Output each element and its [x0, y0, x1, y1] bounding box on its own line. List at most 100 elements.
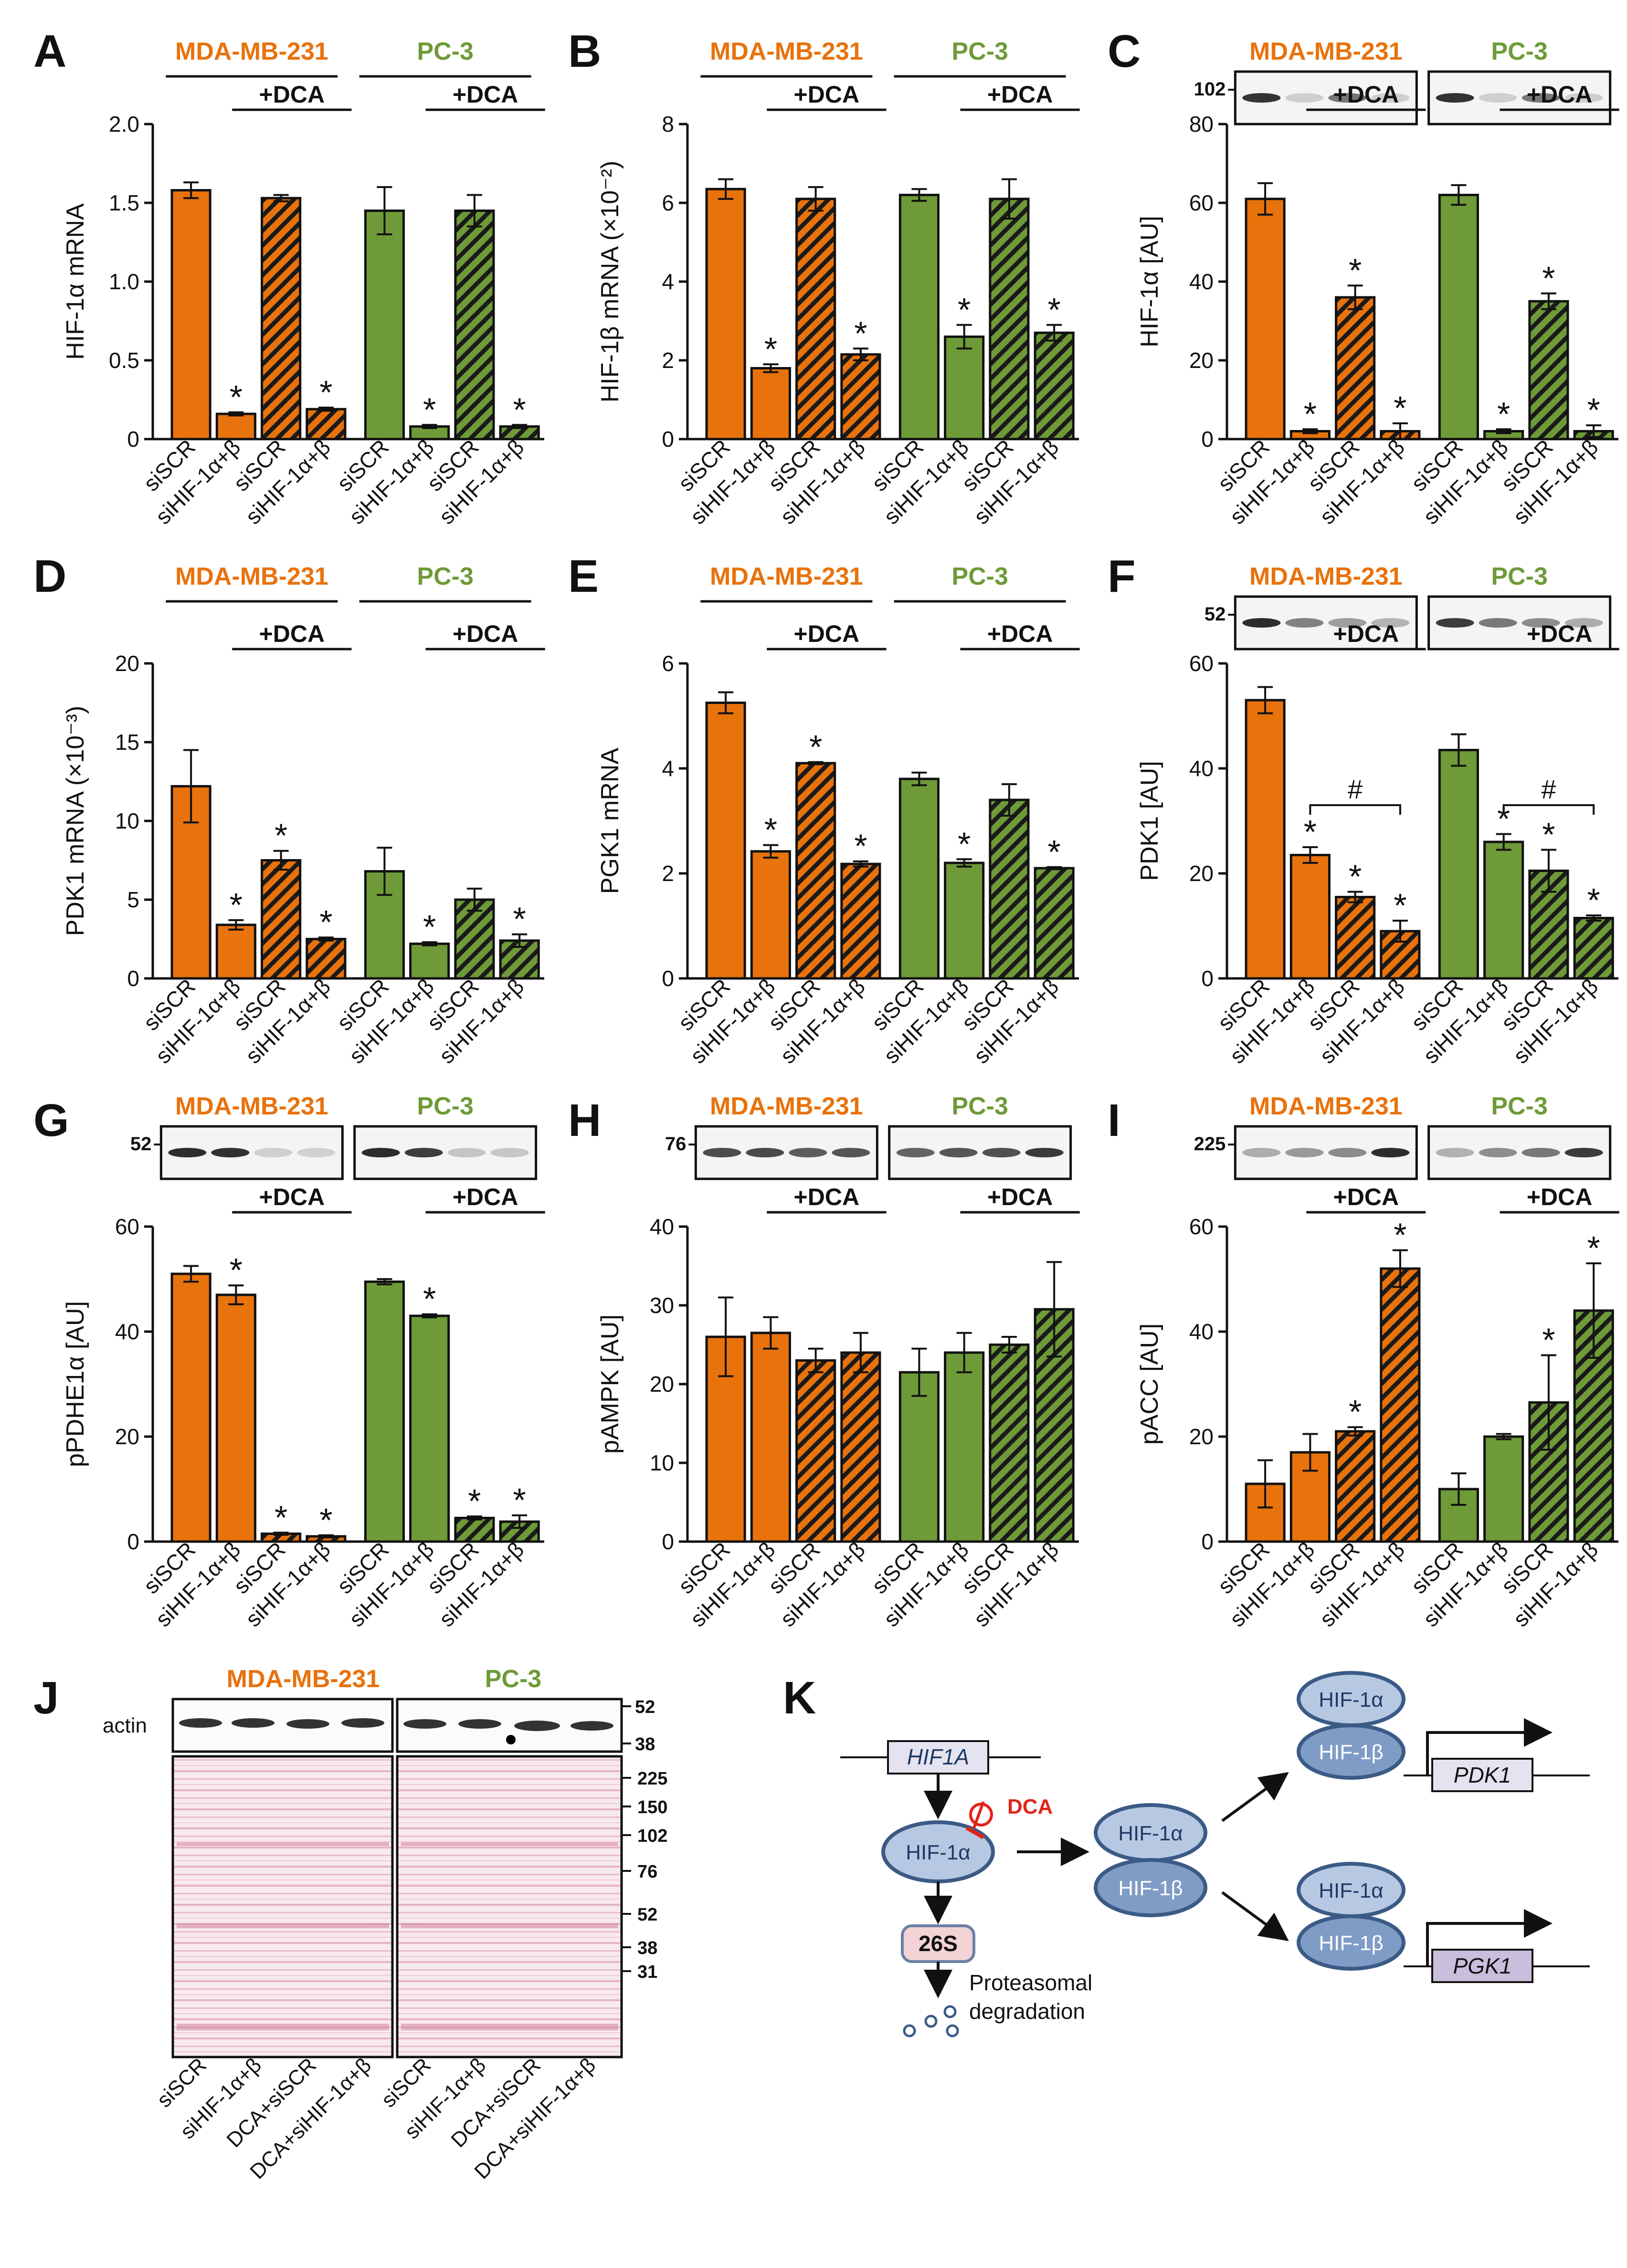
blot-band [1564, 1148, 1603, 1157]
j-ponceau-blot-pc3 [396, 1755, 623, 2058]
significance-mark: * [513, 391, 526, 428]
chart-panel-a: A MDA-MB-231 PC-3 +DCA +DCA 0 0.5 1.0 1.5 2.0 HIF-… [33, 26, 545, 529]
y-axis-label: PDK1 mRNA (×10⁻³) [62, 706, 89, 936]
bar-e-1-1 [944, 861, 985, 980]
dca-label: +DCA [794, 620, 860, 647]
k-degradation-line1: Proteasomal [969, 1970, 1092, 1995]
significance-mark: * [1349, 252, 1362, 289]
k-t1-hif1a-label: HIF-1α [1319, 1688, 1383, 1712]
y-tick-label: 20 [115, 1424, 139, 1449]
bar-d-1-1 [409, 942, 450, 980]
bar-f-1-1 [1483, 840, 1524, 980]
group-label-mda: MDA-MB-231 [175, 38, 328, 65]
panel-k: K HIF1A HIF-1α DCA 26S Proteasomal degra… [783, 1671, 1590, 2037]
panel-letter-e: E [568, 551, 599, 602]
dca-label: +DCA [987, 1184, 1053, 1210]
blot-marker: 76 [665, 1134, 687, 1155]
blot-band [1564, 618, 1603, 628]
significance-mark: * [1048, 291, 1061, 328]
panel-letter-i: I [1108, 1095, 1120, 1146]
significance-mark: * [1349, 1393, 1362, 1430]
y-tick-label: 60 [1189, 1214, 1214, 1239]
k-t2-hif1b-label: HIF-1β [1319, 1932, 1383, 1955]
panel-letter-c: C [1108, 26, 1141, 77]
dca-label: +DCA [1527, 81, 1593, 108]
bar-g-1-2 [454, 1517, 495, 1543]
y-tick-label: 80 [1189, 112, 1214, 136]
blot-band [1285, 1148, 1324, 1157]
significance-mark: * [764, 330, 777, 368]
y-tick-label: 0 [1201, 1529, 1214, 1554]
j-actin-marker: 38 [635, 1734, 655, 1754]
significance-mark: * [1349, 858, 1362, 895]
bar-c-0-0 [1245, 198, 1286, 441]
blot-band [168, 1148, 207, 1157]
dca-label: +DCA [1527, 620, 1593, 647]
j-ponceau-marker: 31 [637, 1962, 657, 1982]
blot-band [982, 1148, 1021, 1157]
y-tick-label: 4 [662, 269, 674, 294]
j-ponceau-marker: 150 [637, 1797, 667, 1817]
panel-letter-h: H [568, 1095, 601, 1146]
y-axis-label: PDK1 [AU] [1136, 761, 1163, 881]
blot-band [939, 1148, 978, 1157]
group-label-mda: MDA-MB-231 [175, 563, 328, 590]
panel-letter-d: D [33, 551, 66, 602]
blot-band [1436, 618, 1474, 628]
j-ponceau-marker: 52 [637, 1905, 657, 1925]
significance-mark: * [423, 908, 436, 945]
significance-mark: * [1497, 395, 1510, 432]
group-label-pc3: PC-3 [1491, 38, 1547, 65]
y-tick-label: 40 [1189, 756, 1214, 781]
bar-d-1-2 [454, 898, 495, 980]
y-tick-label: 1.5 [109, 190, 139, 215]
blot-band [832, 1148, 870, 1157]
j-markers: 52 38 225 150 102 76 52 38 31 [622, 1697, 667, 1982]
bar-i-1-1 [1483, 1435, 1524, 1543]
y-tick-label: 60 [1189, 190, 1214, 215]
hash-mark: # [1348, 774, 1363, 804]
group-label-mda: MDA-MB-231 [710, 38, 863, 65]
blot-marker: 225 [1194, 1134, 1226, 1155]
significance-mark: * [423, 391, 436, 428]
dca-label: +DCA [259, 81, 325, 108]
group-label-pc3: PC-3 [951, 38, 1008, 65]
blot-band [1479, 618, 1517, 628]
dca-label: +DCA [259, 1184, 325, 1210]
j-group-label-mda: MDA-MB-231 [227, 1665, 380, 1693]
dca-label: +DCA [1333, 1184, 1399, 1210]
blot-band [1521, 618, 1560, 628]
bar-d-0-1 [215, 924, 256, 980]
blot-band [703, 1148, 741, 1157]
j-actin-label: actin [103, 1714, 147, 1737]
j-group-label-pc3: PC-3 [485, 1665, 541, 1693]
group-label-pc3: PC-3 [951, 563, 1008, 590]
bar-c-0-2 [1335, 296, 1376, 441]
chart-panel-i: I MDA-MB-231 225 PC-3 +DCA +DCA 0 20 40 60 pACC [A… [1108, 1092, 1619, 1631]
blot-band [1242, 618, 1281, 628]
blot-band [1285, 618, 1324, 628]
blot-band [1436, 93, 1474, 103]
significance-mark: * [1587, 391, 1600, 429]
y-tick-label: 0 [127, 1529, 139, 1554]
bar-a-0-1 [215, 412, 256, 441]
bar-b-1-1 [944, 336, 985, 441]
bar-f-1-3 [1573, 917, 1614, 980]
j-ponceau-marker: 102 [637, 1826, 667, 1846]
y-tick-label: 2 [662, 861, 674, 886]
y-tick-label: 6 [662, 651, 674, 676]
y-tick-label: 10 [115, 808, 139, 833]
y-tick-label: 20 [1189, 1424, 1214, 1449]
bar-a-0-3 [306, 408, 347, 441]
blot-band [361, 1148, 400, 1157]
blot-band [404, 1148, 443, 1157]
blot-band [1242, 1148, 1281, 1157]
bar-e-0-3 [840, 862, 881, 980]
dca-label: +DCA [1527, 1184, 1593, 1210]
blot-band [254, 1148, 293, 1157]
y-axis-label: pPDHE1α [AU] [62, 1301, 89, 1467]
blot-band [297, 1148, 336, 1157]
dca-label: +DCA [794, 81, 860, 108]
k-proteasome-label: 26S [919, 1931, 958, 1956]
blot-band [447, 1148, 486, 1157]
